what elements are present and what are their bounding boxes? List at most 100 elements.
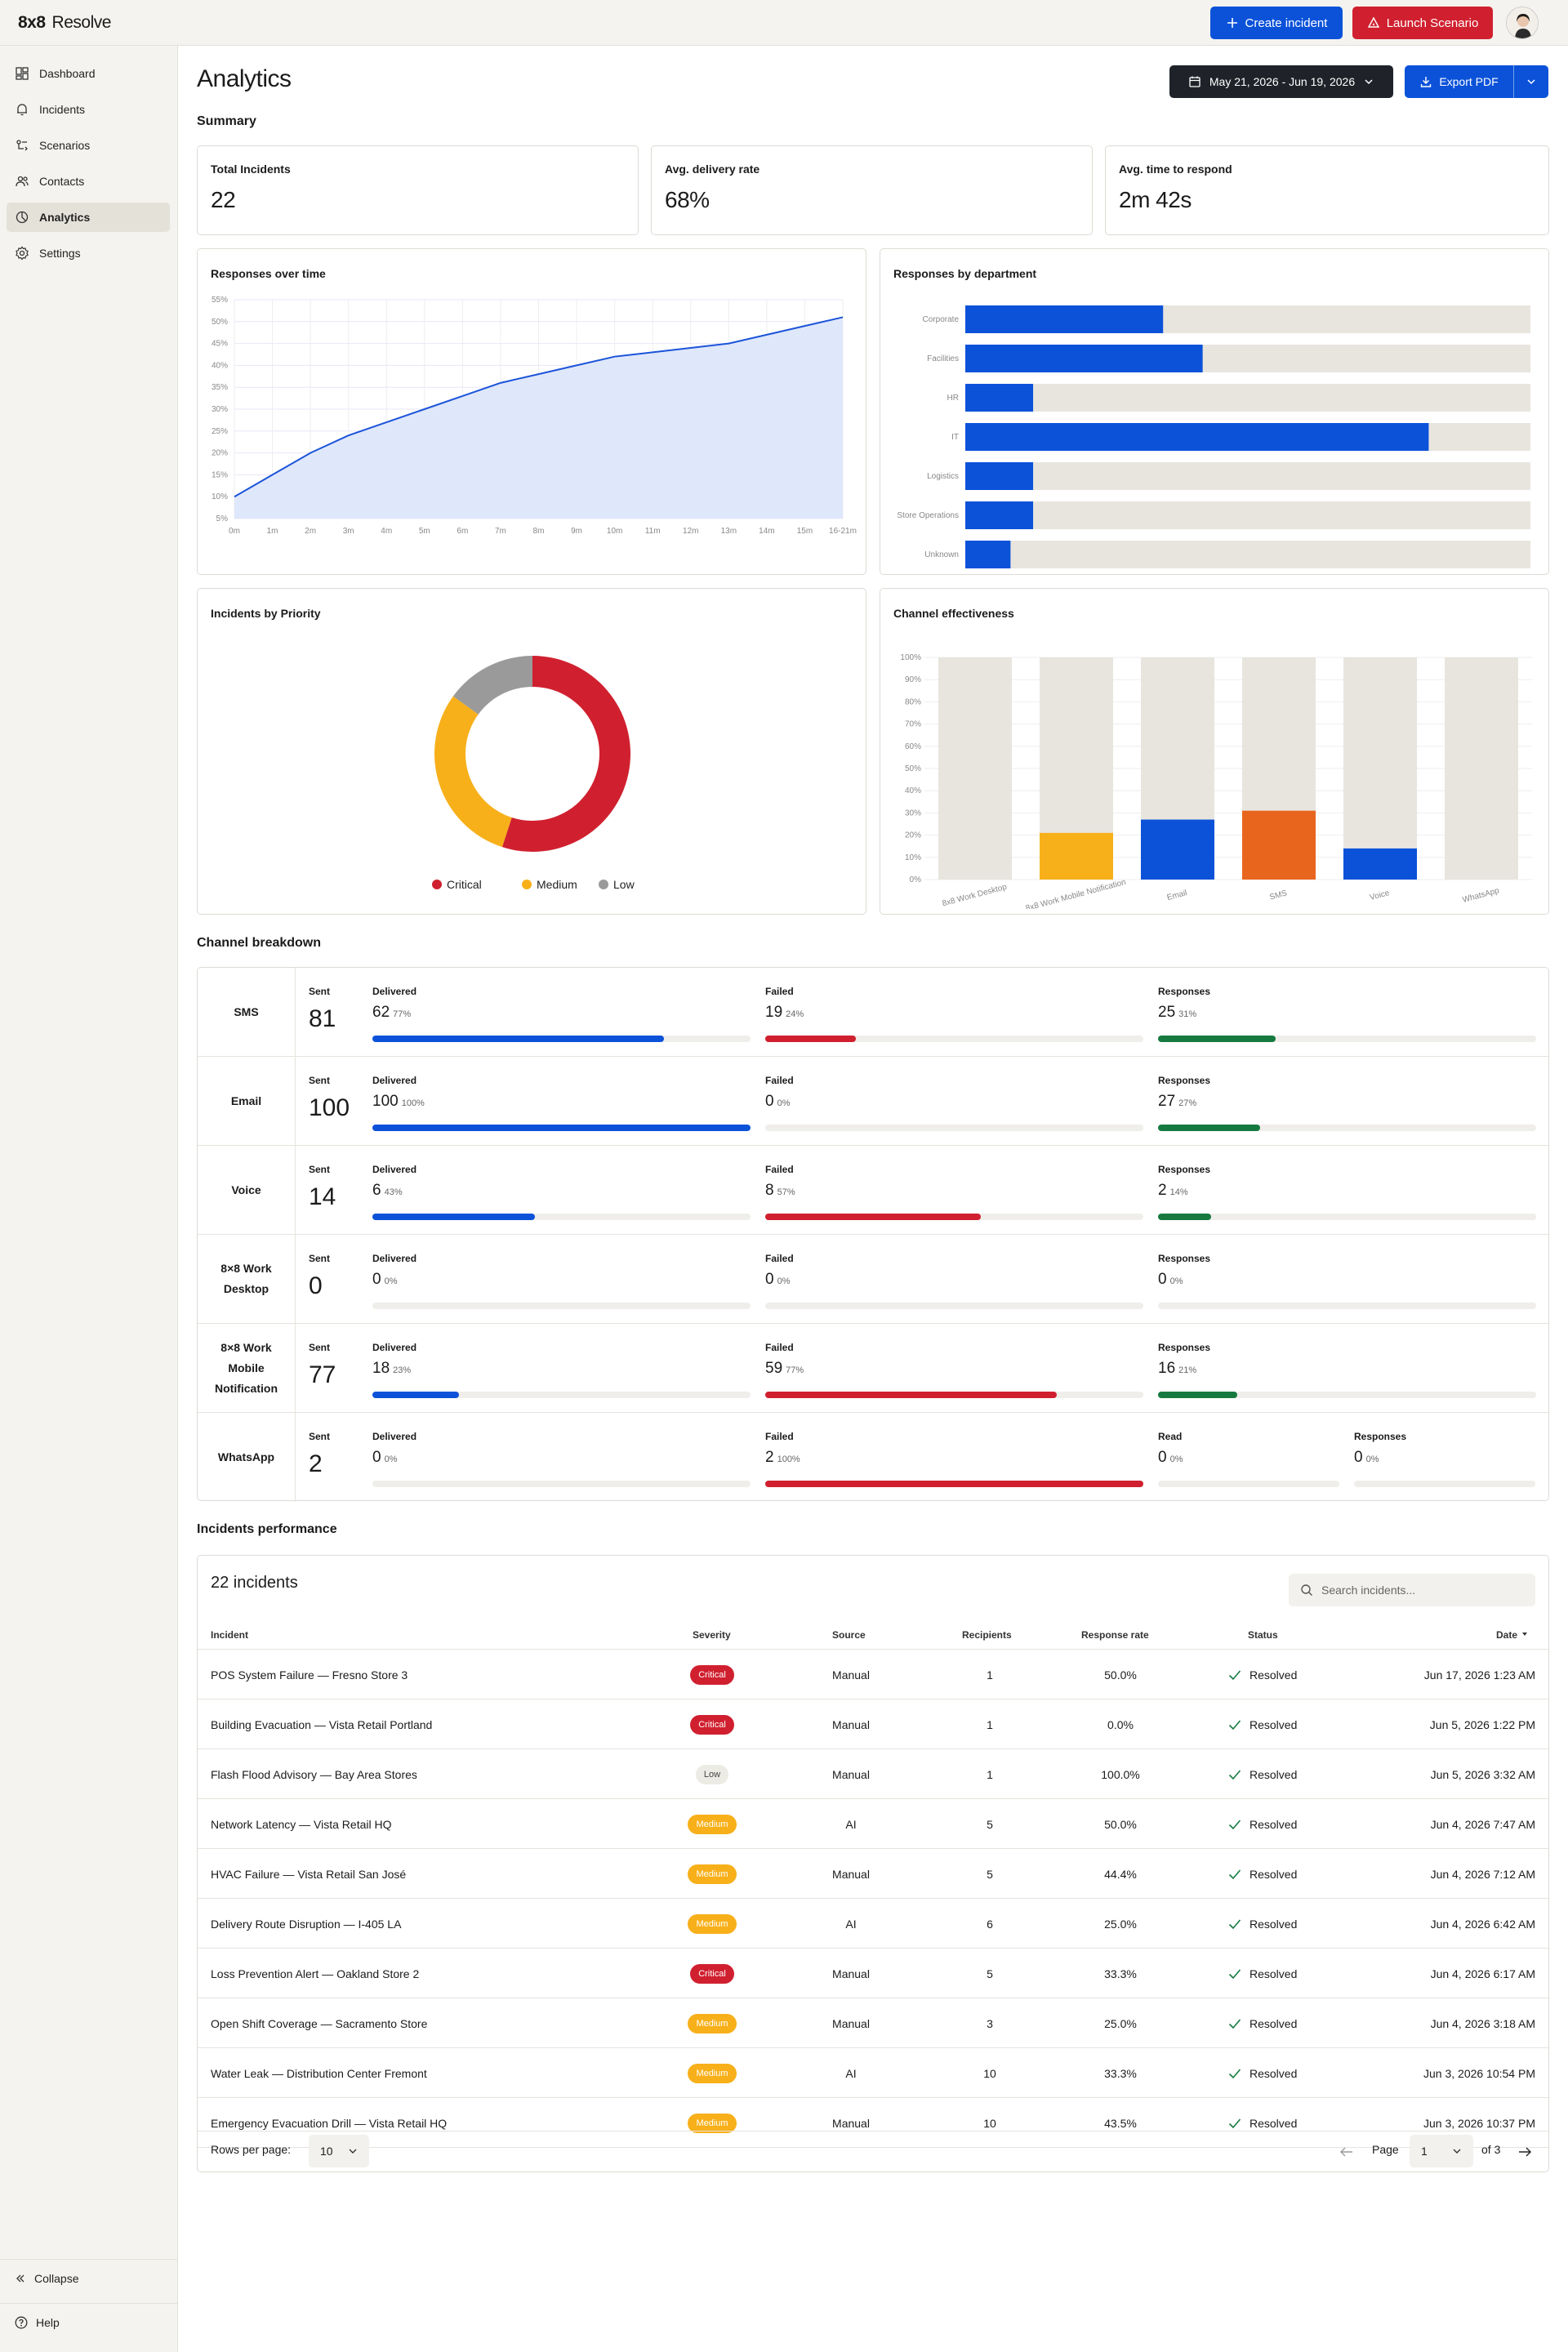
kpi-value: 22 [211, 187, 236, 212]
metric-value: 19 [765, 1004, 783, 1021]
metric-value: 62 [372, 1004, 390, 1021]
column-header-incident[interactable]: Incident [211, 1629, 249, 1641]
incident-name[interactable]: POS System Failure — Fresno Store 3 [211, 1668, 408, 1682]
bar [965, 305, 1164, 333]
export-pdf-label: Export PDF [1439, 75, 1499, 88]
progress-fill [1158, 1036, 1276, 1042]
y-tick-label: 0% [910, 875, 922, 884]
sidebar-item-analytics[interactable]: Analytics [7, 203, 170, 232]
column-header-response-rate[interactable]: Response rate [1081, 1629, 1149, 1641]
column-header-recipients[interactable]: Recipients [962, 1629, 1012, 1641]
table-row[interactable]: Open Shift Coverage — Sacramento Store M… [198, 1998, 1548, 2048]
sidebar-item-dashboard[interactable]: Dashboard [7, 59, 170, 88]
column-header-severity[interactable]: Severity [693, 1629, 731, 1641]
help-button[interactable]: Help [15, 2316, 60, 2329]
metric-label: Failed [765, 1342, 794, 1353]
progress-track [1158, 1036, 1536, 1042]
export-options-button[interactable] [1514, 65, 1548, 98]
source-cell: Manual [832, 1717, 870, 1731]
rows-per-page-select[interactable]: 10 [309, 2135, 369, 2167]
progress-track [765, 1392, 1143, 1398]
search-input[interactable]: Search incidents... [1289, 1574, 1535, 1606]
metric-percent: 0% [1169, 1276, 1183, 1286]
bar [965, 501, 1034, 529]
table-row[interactable]: Network Latency — Vista Retail HQ Medium… [198, 1799, 1548, 1849]
page-select[interactable]: 1 [1410, 2135, 1473, 2167]
table-row[interactable]: POS System Failure — Fresno Store 3 Crit… [198, 1650, 1548, 1699]
incident-name[interactable]: Network Latency — Vista Retail HQ [211, 1817, 392, 1831]
user-avatar[interactable] [1506, 7, 1539, 39]
table-row[interactable]: Building Evacuation — Vista Retail Portl… [198, 1699, 1548, 1749]
category-label: IT [951, 433, 959, 442]
date-range-picker[interactable]: May 21, 2026 - Jun 19, 2026 [1169, 65, 1393, 98]
column-header-source[interactable]: Source [832, 1629, 866, 1641]
incident-name[interactable]: Building Evacuation — Vista Retail Portl… [211, 1717, 433, 1731]
y-tick-label: 100% [900, 653, 921, 662]
x-tick-label: 1m [267, 527, 278, 536]
metric-label: Failed [765, 986, 794, 997]
channel-row: SMS Sent 81 Delivered 62 77% Failed 19 24% … [198, 968, 1548, 1057]
progress-track [372, 1303, 751, 1309]
metric-value: 6 [372, 1182, 381, 1199]
y-tick-label: 90% [905, 675, 921, 684]
progress-fill [372, 1036, 664, 1042]
metric-value: 0 [765, 1271, 774, 1288]
table-row[interactable]: Flash Flood Advisory — Bay Area Stores L… [198, 1749, 1548, 1799]
launch-scenario-button[interactable]: Launch Scenario [1352, 7, 1493, 39]
app-logo[interactable]: 8x8 Resolve [18, 13, 111, 33]
metric-delivered: Delivered 6 43% [372, 1164, 751, 1221]
progress-track [1158, 1303, 1536, 1309]
sidebar-item-settings[interactable]: Settings [7, 238, 170, 268]
incident-name[interactable]: Flash Flood Advisory — Bay Area Stores [211, 1767, 417, 1781]
y-tick-label: 45% [212, 340, 228, 349]
category-label: SMS [1268, 889, 1288, 902]
y-tick-label: 60% [905, 742, 921, 751]
bar-track [965, 384, 1530, 412]
create-incident-button[interactable]: Create incident [1210, 7, 1343, 39]
metric-delivered: Delivered 0 0% [372, 1431, 751, 1488]
chart-title: Responses by department [893, 267, 1037, 280]
source-cell: AI [845, 2066, 857, 2080]
export-pdf-main[interactable]: Export PDF [1405, 65, 1514, 98]
sidebar-divider [0, 2303, 178, 2304]
double-chevron-left-icon [16, 2274, 24, 2283]
incidents-by-priority-card: Incidents by Priority Critical Medium Low [197, 588, 866, 915]
source-cell: Manual [832, 1767, 870, 1781]
progress-track [372, 1036, 751, 1042]
sidebar-item-incidents[interactable]: Incidents [7, 95, 170, 124]
x-tick-label: 10m [607, 527, 622, 536]
sidebar-item-scenarios[interactable]: Scenarios [7, 131, 170, 160]
incident-name[interactable]: Emergency Evacuation Drill — Vista Retai… [211, 2116, 448, 2130]
bar-track [965, 462, 1530, 490]
incident-name[interactable]: Loss Prevention Alert — Oakland Store 2 [211, 1967, 420, 1980]
table-row[interactable]: Loss Prevention Alert — Oakland Store 2 … [198, 1949, 1548, 1998]
prev-page-arrow-icon[interactable] [1339, 2146, 1354, 2158]
table-row[interactable]: Delivery Route Disruption — I-405 LA Med… [198, 1899, 1548, 1949]
collapse-button[interactable]: Collapse [15, 2272, 78, 2285]
incident-name[interactable]: Open Shift Coverage — Sacramento Store [211, 2016, 428, 2030]
severity-badge: Medium [688, 2013, 737, 2034]
bar-track [1445, 657, 1518, 880]
export-pdf-button[interactable]: Export PDF [1405, 65, 1548, 98]
metric-read: Read 0 0% [1158, 1431, 1339, 1488]
pie-slice [452, 656, 532, 715]
status-cell: Resolved [1228, 1849, 1297, 1899]
table-row[interactable]: Emergency Evacuation Drill — Vista Retai… [198, 2098, 1548, 2148]
table-row[interactable]: Water Leak — Distribution Center Fremont… [198, 2048, 1548, 2098]
table-header-divider [198, 1649, 1548, 1650]
incident-name[interactable]: HVAC Failure — Vista Retail San José [211, 1867, 407, 1881]
column-header-status[interactable]: Status [1248, 1629, 1278, 1641]
incident-name[interactable]: Water Leak — Distribution Center Fremont [211, 2066, 427, 2080]
category-label: Unknown [924, 550, 959, 559]
kpi-value: 2m 42s [1119, 187, 1192, 212]
status-label: Resolved [1250, 1867, 1298, 1881]
table-row[interactable]: HVAC Failure — Vista Retail San José Med… [198, 1849, 1548, 1899]
sidebar-item-contacts[interactable]: Contacts [7, 167, 170, 196]
column-header-date[interactable]: Date [1496, 1629, 1529, 1641]
responses-over-time-chart: 5% 10% 15% 20% 25% 30% 35% 40% 45% 50% 55% 0m 1m 2m 3m… [212, 296, 857, 536]
sent-value: 77 [309, 1361, 336, 1388]
next-page-arrow-icon[interactable] [1517, 2146, 1532, 2158]
recipients-cell: 1 [987, 1717, 993, 1731]
metric-percent: 100% [401, 1098, 425, 1108]
incident-name[interactable]: Delivery Route Disruption — I-405 LA [211, 1917, 402, 1931]
